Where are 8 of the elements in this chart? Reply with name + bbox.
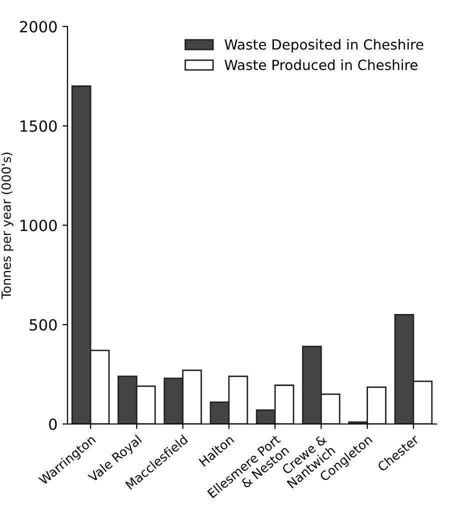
legend-label: Waste Deposited in Cheshire bbox=[224, 39, 424, 52]
y-axis-title: Tonnes per year (000's) bbox=[1, 152, 14, 299]
y-tick-label: 0 bbox=[49, 418, 57, 430]
y-tick-label: 1000 bbox=[20, 220, 57, 232]
y-tick-label: 1500 bbox=[20, 120, 57, 132]
legend-label: Waste Produced in Cheshire bbox=[224, 59, 418, 70]
y-tick-label: 2000 bbox=[20, 20, 57, 33]
y-tick-label: 500 bbox=[30, 319, 57, 331]
